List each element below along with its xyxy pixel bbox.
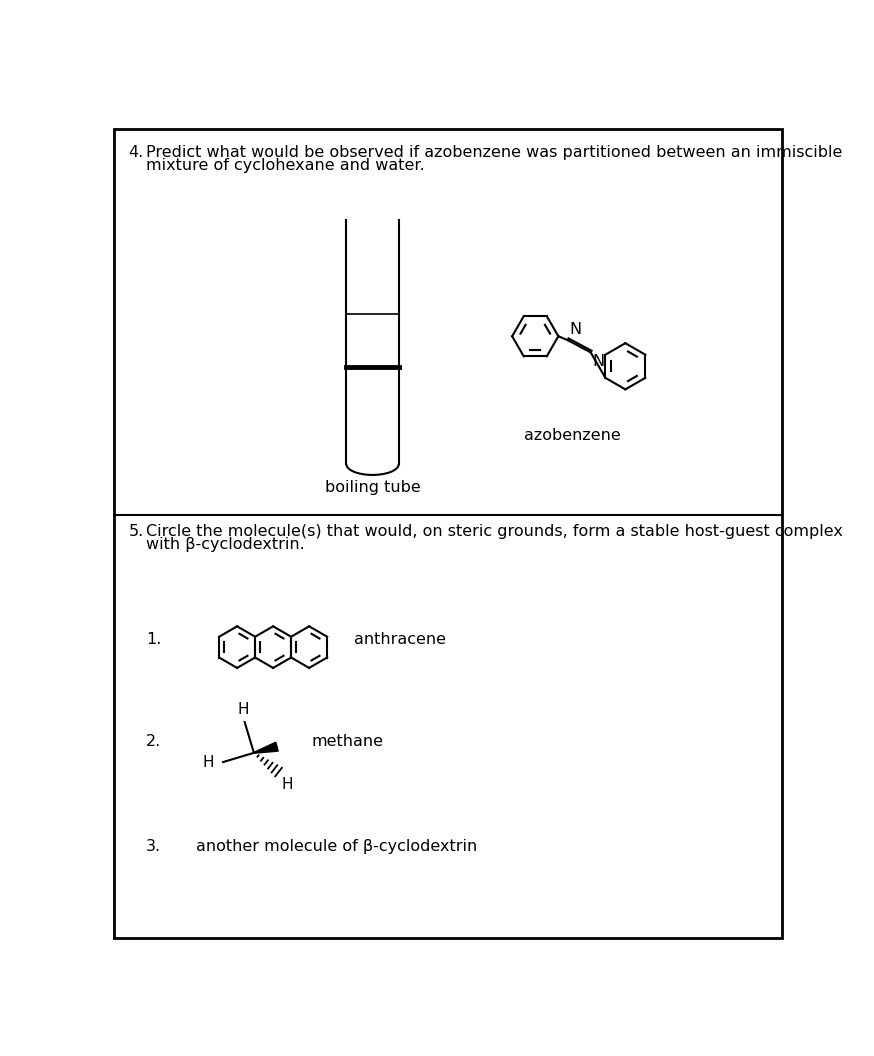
Text: azobenzene: azobenzene (524, 428, 621, 442)
Text: 1.: 1. (146, 631, 162, 647)
Text: H: H (281, 777, 293, 792)
Polygon shape (253, 742, 278, 753)
Text: 4.: 4. (128, 145, 143, 159)
Text: 5.: 5. (128, 524, 143, 539)
Text: Predict what would be observed if azobenzene was partitioned between an immiscib: Predict what would be observed if azoben… (146, 145, 843, 159)
Text: N: N (593, 354, 605, 369)
Text: Circle the molecule(s) that would, on steric grounds, form a stable host-guest c: Circle the molecule(s) that would, on st… (146, 524, 843, 539)
Text: another molecule of β-cyclodextrin: another molecule of β-cyclodextrin (196, 840, 477, 854)
Text: H: H (238, 702, 249, 717)
Text: 3.: 3. (146, 840, 161, 854)
Text: N: N (569, 322, 581, 337)
Text: methane: methane (312, 734, 384, 749)
Text: anthracene: anthracene (354, 631, 446, 647)
Text: mixture of cyclohexane and water.: mixture of cyclohexane and water. (146, 158, 425, 173)
Text: with β-cyclodextrin.: with β-cyclodextrin. (146, 538, 305, 552)
Text: boiling tube: boiling tube (324, 480, 420, 495)
Text: 2.: 2. (146, 734, 162, 749)
Text: H: H (203, 755, 214, 770)
